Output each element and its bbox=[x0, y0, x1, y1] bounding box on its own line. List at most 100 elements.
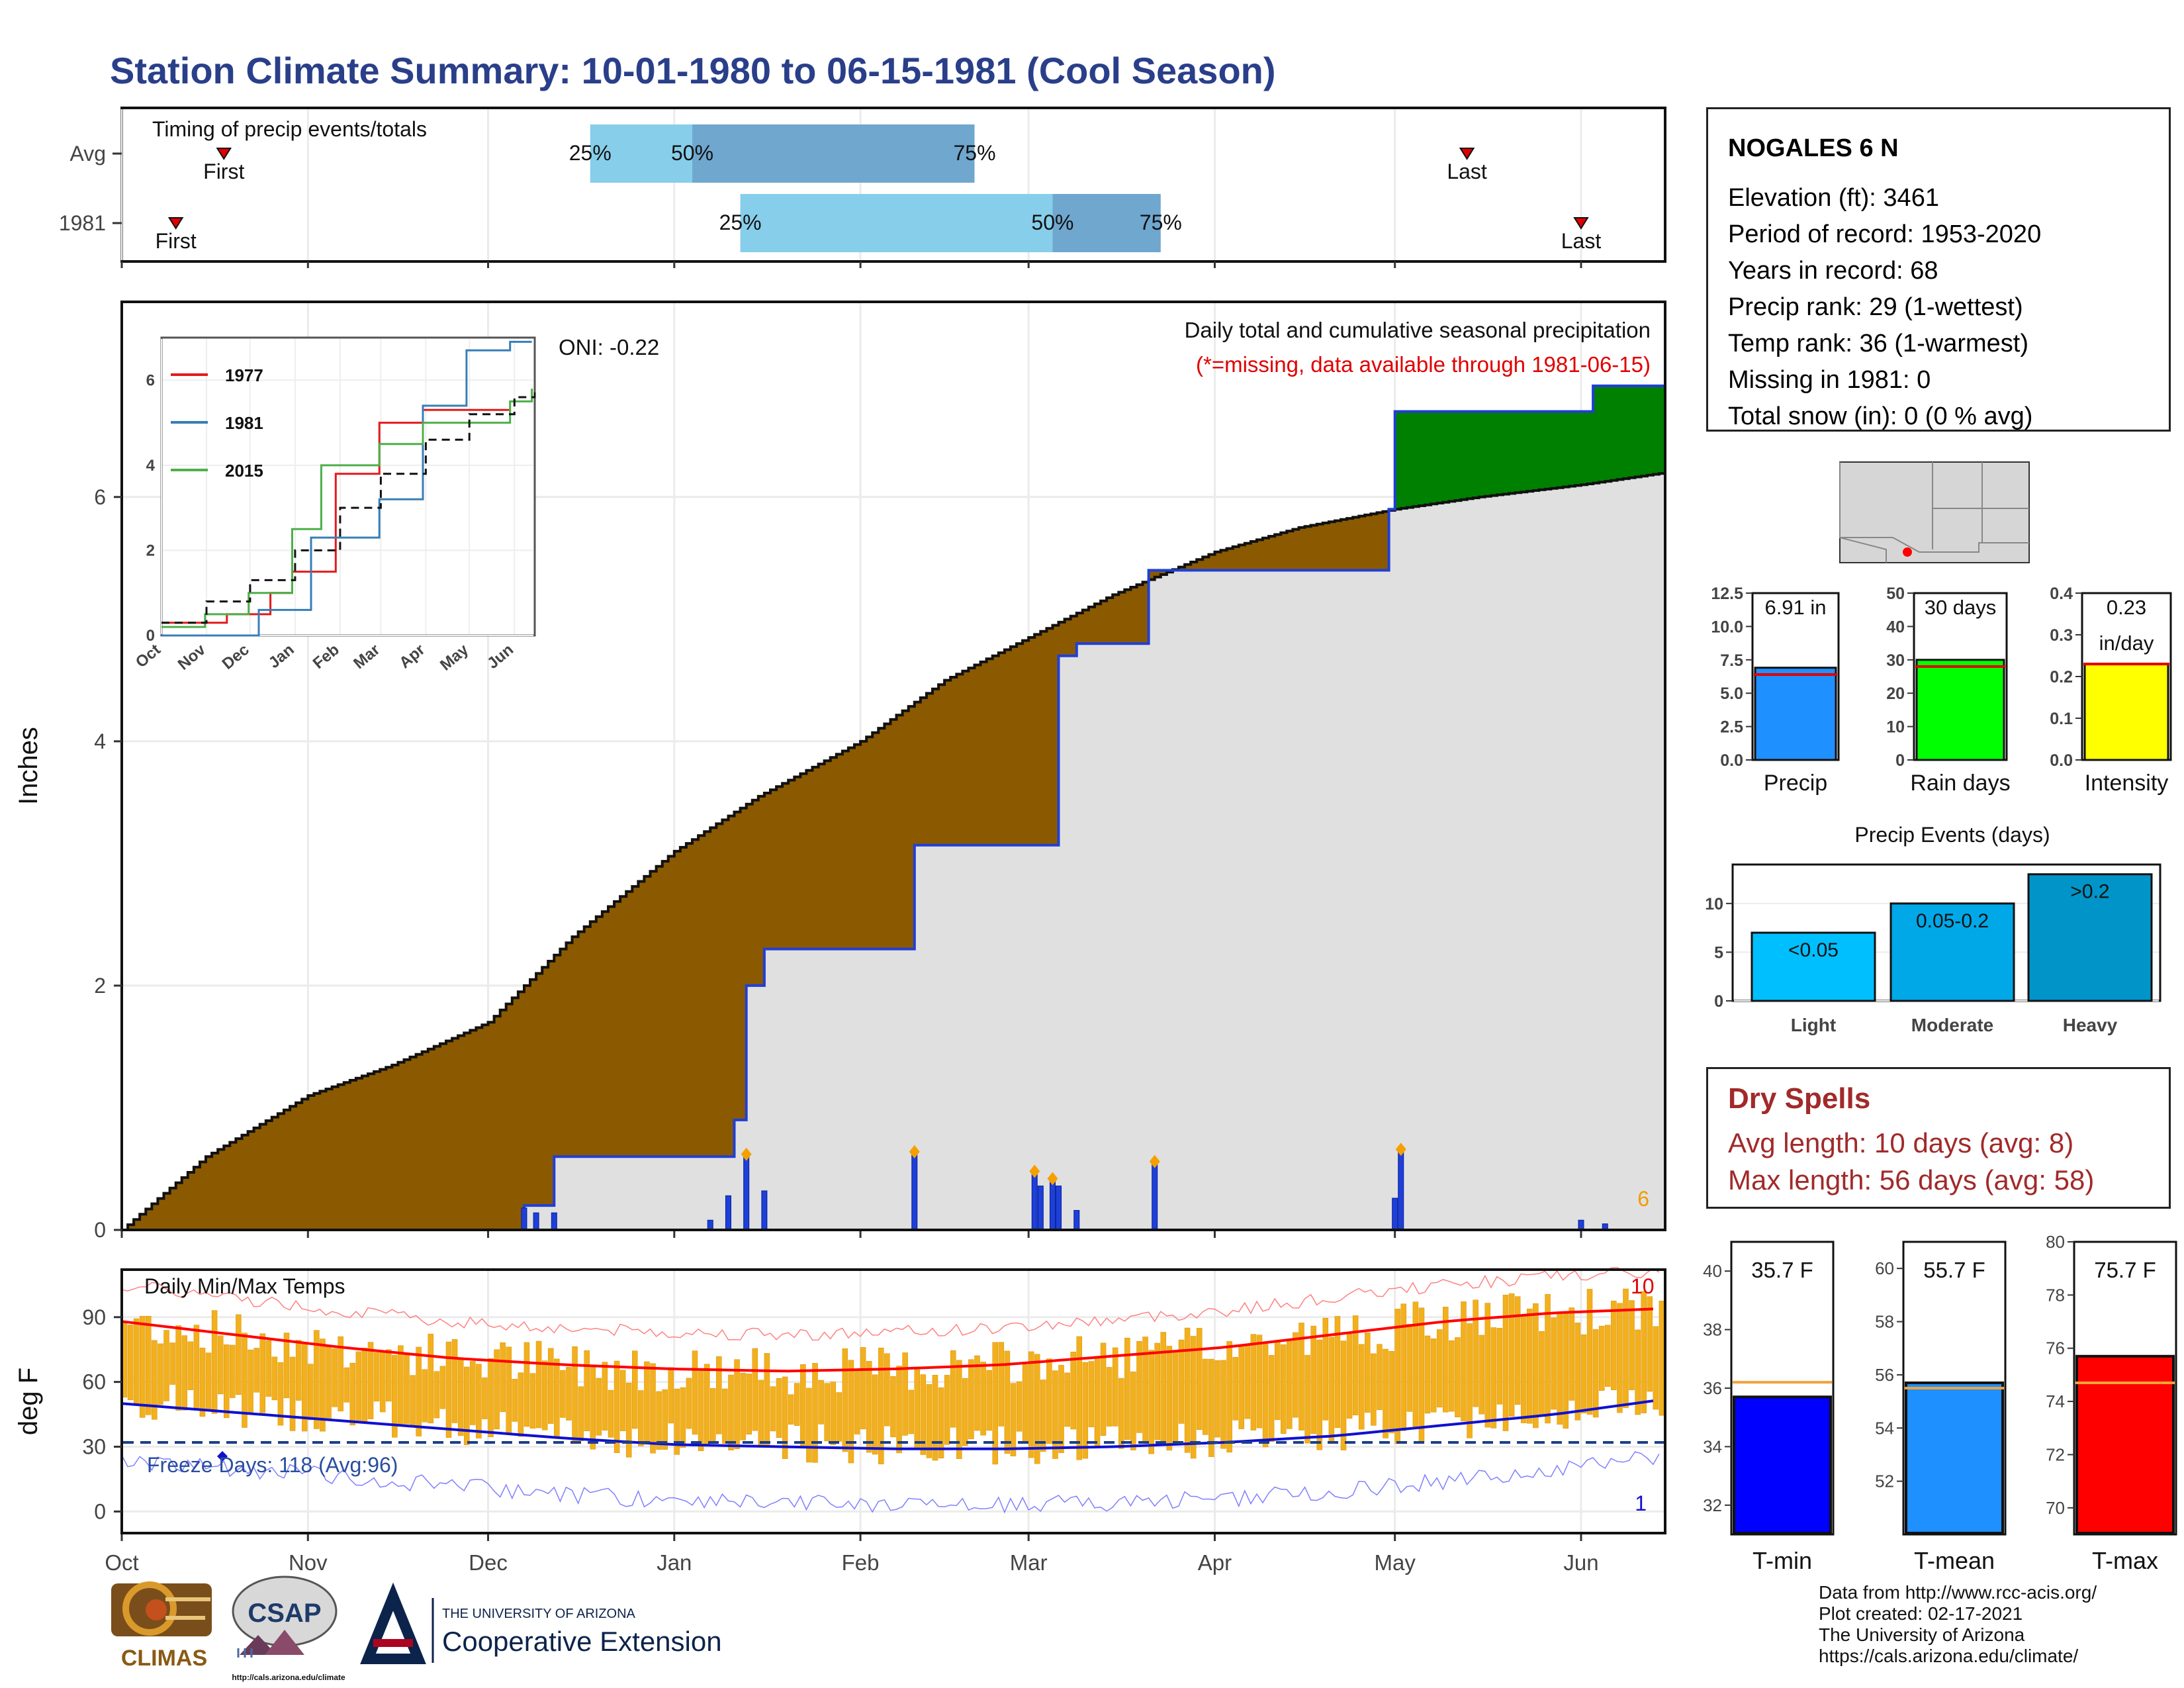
timing-q75-label: 75% bbox=[1140, 211, 1182, 234]
temp-daily-bar bbox=[962, 1378, 968, 1446]
station-temp-rank: Temp rank: 36 (1-warmest) bbox=[1728, 330, 2029, 357]
temp-daily-bar bbox=[1592, 1329, 1599, 1418]
temp-daily-bar bbox=[776, 1378, 782, 1438]
temp-daily-bar bbox=[1479, 1335, 1484, 1415]
precip-ylabel: Inches bbox=[14, 727, 43, 805]
temp-daily-bar bbox=[349, 1362, 356, 1426]
mini-bar-ytick-label: 7.5 bbox=[1720, 651, 1743, 670]
temp-daily-bar bbox=[619, 1370, 626, 1431]
temp-daily-bar bbox=[500, 1342, 506, 1413]
temp-daily-bar bbox=[506, 1346, 512, 1434]
temp-daily-bar bbox=[764, 1353, 770, 1446]
temp-ytick-label: 0 bbox=[94, 1499, 106, 1523]
temp-daily-bar bbox=[1586, 1289, 1593, 1415]
temp-daily-bar bbox=[1184, 1327, 1191, 1453]
precip-daily-marker bbox=[1395, 1143, 1406, 1156]
temp-daily-bar bbox=[716, 1356, 722, 1434]
temp-daily-bar bbox=[1467, 1323, 1473, 1438]
temp-stat-ytick-label: 54 bbox=[1875, 1418, 1894, 1438]
footer-credits: Data from http://www.rcc-acis.org/ Plot … bbox=[1819, 1582, 2097, 1667]
temp-count-low: 1 bbox=[1635, 1491, 1647, 1515]
temp-daily-bar bbox=[1310, 1325, 1316, 1434]
temp-daily-bar bbox=[998, 1342, 1005, 1427]
temp-daily-bar bbox=[338, 1336, 343, 1412]
temp-daily-bar bbox=[632, 1350, 638, 1429]
temp-ytick-label: 30 bbox=[82, 1435, 106, 1459]
footer-line-created: Plot created: 02-17-2021 bbox=[1819, 1603, 2023, 1624]
precip-surplus-area bbox=[1388, 385, 1665, 571]
temp-daily-bar bbox=[1557, 1312, 1563, 1425]
temp-daily-bar bbox=[1365, 1333, 1371, 1413]
temp-daily-bar bbox=[445, 1341, 452, 1438]
temp-daily-bar bbox=[1232, 1357, 1238, 1421]
temp-daily-bar bbox=[1293, 1332, 1298, 1418]
temp-daily-bar bbox=[193, 1325, 200, 1409]
temp-daily-bar bbox=[1659, 1300, 1665, 1416]
station-missing: Missing in 1981: 0 bbox=[1728, 366, 1931, 394]
temp-daily-bar bbox=[770, 1386, 776, 1432]
timing-panel: Timing of precip events/totals Avg 1981 … bbox=[59, 107, 1666, 268]
temp-stat-label: T-min bbox=[1752, 1547, 1812, 1574]
temp-daily-bar bbox=[1262, 1341, 1269, 1448]
temp-stat-ytick-label: 52 bbox=[1875, 1472, 1894, 1491]
temp-daily-bar bbox=[1082, 1362, 1089, 1459]
dry-spells-avg: Avg length: 10 days (avg: 8) bbox=[1728, 1127, 2074, 1158]
dry-spells-title: Dry Spells bbox=[1728, 1082, 1871, 1115]
temp-daily-bar bbox=[1034, 1354, 1040, 1464]
station-location-marker bbox=[1903, 547, 1912, 557]
temp-daily-bar bbox=[146, 1315, 152, 1415]
temp-daily-bar bbox=[668, 1367, 674, 1424]
temp-daily-bar bbox=[896, 1366, 902, 1454]
temp-daily-bar bbox=[482, 1377, 488, 1419]
temp-daily-bar bbox=[794, 1383, 800, 1426]
temp-daily-bar bbox=[428, 1333, 434, 1424]
mini-bar-ytick-label: 0 bbox=[1895, 751, 1905, 770]
events-ytick-label: 10 bbox=[1705, 895, 1723, 914]
temp-daily-bar bbox=[614, 1360, 620, 1453]
temp-daily-bar bbox=[1574, 1323, 1581, 1421]
temp-daily-bar bbox=[236, 1314, 242, 1395]
temp-daily-bar bbox=[343, 1367, 349, 1403]
temp-daily-bar bbox=[1100, 1342, 1107, 1436]
temp-daily-bar bbox=[625, 1382, 632, 1458]
temp-daily-bar bbox=[1598, 1325, 1605, 1391]
temp-stat-ytick-label: 32 bbox=[1703, 1495, 1722, 1515]
mini-bar-value bbox=[1915, 659, 2005, 761]
temp-daily-bar bbox=[1172, 1352, 1179, 1444]
temp-daily-bar bbox=[320, 1338, 326, 1432]
timing-row-1981-label: 1981 bbox=[59, 211, 106, 235]
temp-daily-bar bbox=[1016, 1382, 1023, 1432]
temp-daily-bar bbox=[1094, 1356, 1101, 1447]
temp-daily-bar bbox=[398, 1345, 404, 1426]
events-bar-label: 0.05-0.2 bbox=[1916, 910, 1989, 932]
dry-spells-panel: Dry Spells Avg length: 10 days (avg: 8) … bbox=[1706, 1067, 2171, 1209]
mini-bar-label: Precip bbox=[1764, 771, 1827, 796]
precip-daily-bar bbox=[743, 1154, 750, 1231]
mini-bar-ytick-label: 0.1 bbox=[2050, 710, 2073, 728]
events-category-label: Moderate bbox=[1911, 1015, 1993, 1035]
temp-daily-bar bbox=[1629, 1300, 1635, 1391]
temp-stat-ytick-label: 38 bbox=[1703, 1320, 1722, 1340]
mini-bar-value-label: 6.91 in bbox=[1764, 596, 1826, 619]
month-label-jan: Jan bbox=[657, 1550, 692, 1575]
temp-daily-bar bbox=[1383, 1348, 1388, 1438]
temp-daily-bar bbox=[242, 1333, 248, 1428]
temp-daily-bar bbox=[1527, 1308, 1533, 1424]
events-ytick-label: 5 bbox=[1714, 943, 1723, 962]
temp-daily-bar bbox=[404, 1353, 410, 1425]
timing-first-marker bbox=[216, 148, 232, 160]
temp-daily-bar bbox=[674, 1388, 680, 1455]
temp-daily-bar bbox=[638, 1390, 644, 1446]
temp-daily-bar bbox=[788, 1394, 794, 1425]
footer-line-source: Data from http://www.rcc-acis.org/ bbox=[1819, 1582, 2097, 1603]
temp-daily-bar bbox=[1412, 1301, 1419, 1428]
temp-daily-bar bbox=[217, 1335, 224, 1395]
temp-daily-bar bbox=[392, 1354, 398, 1438]
temp-record-high-line bbox=[121, 1266, 1660, 1341]
temp-daily-bar bbox=[271, 1356, 278, 1401]
temp-stat-value-label: 55.7 F bbox=[1923, 1258, 1985, 1282]
temp-daily-bar bbox=[410, 1375, 416, 1428]
temp-stat-value-bar bbox=[2075, 1354, 2175, 1534]
temp-daily-bar bbox=[1400, 1303, 1406, 1431]
timing-last-label: Last bbox=[1447, 160, 1487, 183]
